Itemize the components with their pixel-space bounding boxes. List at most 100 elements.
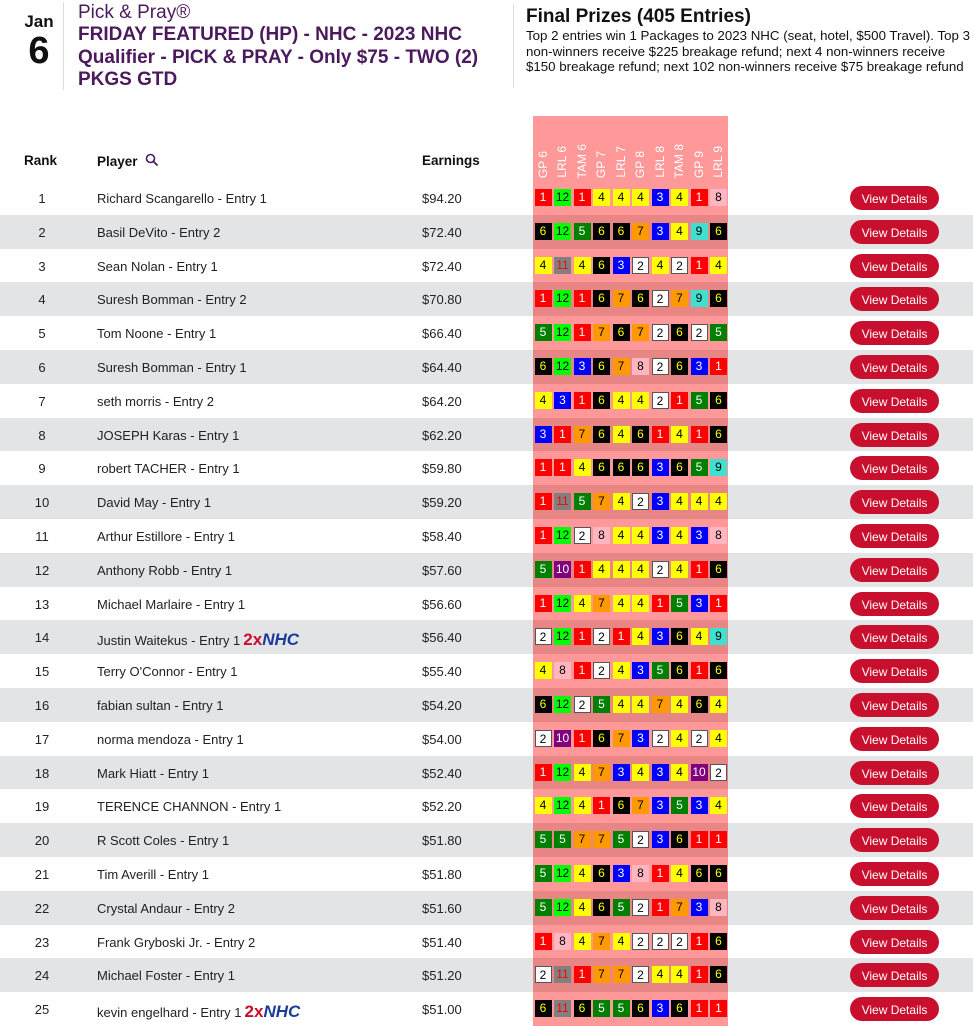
rank: 7 <box>38 393 46 409</box>
view-details-button[interactable]: View Details <box>850 963 939 988</box>
earnings-header: Earnings <box>422 153 480 168</box>
view-details-button[interactable]: View Details <box>850 862 939 886</box>
pick-gp-8: 4 <box>632 763 649 781</box>
picks-cell: 1 12 2 8 4 4 3 4 3 8 <box>533 519 728 553</box>
pick-lrl-8: 3 <box>651 222 669 240</box>
pick-gp-8: 7 <box>632 797 649 815</box>
view-details-button[interactable]: View Details <box>850 456 939 481</box>
pick-gp-6: 2 <box>534 966 552 984</box>
pick-gp-7: 7 <box>593 594 610 612</box>
earnings: $57.60 <box>422 562 462 578</box>
pick-lrl-9: 9 <box>710 459 727 477</box>
pick-gp-8: 2 <box>632 256 649 274</box>
nhc-badge-count: 2x <box>243 630 263 650</box>
pick-gp-6: 5 <box>534 560 552 578</box>
player-name: Michael Marlaire - Entry 1 <box>97 597 245 612</box>
pick-lrl-7: 7 <box>612 358 630 375</box>
pick-lrl-6: 11 <box>554 1000 571 1018</box>
view-details-button[interactable]: View Details <box>850 490 939 515</box>
search-icon[interactable] <box>145 153 159 167</box>
view-details-button[interactable]: View Details <box>850 828 939 853</box>
player-name: kevin engelhard - Entry 1 2xNHC <box>97 1002 300 1022</box>
pick-tam-8: 4 <box>671 222 688 240</box>
view-details-button[interactable]: View Details <box>850 625 939 650</box>
event-day: 6 <box>28 30 50 72</box>
pick-lrl-8: 2 <box>651 290 669 308</box>
pick-lrl-6: 8 <box>554 932 571 950</box>
player-name-text: norma mendoza - Entry 1 <box>97 731 244 747</box>
rank: 3 <box>38 258 46 274</box>
view-details-button[interactable]: View Details <box>850 388 939 413</box>
view-details-button[interactable]: View Details <box>850 557 939 582</box>
view-details-button[interactable]: View Details <box>850 253 939 278</box>
pick-lrl-6: 3 <box>554 391 571 409</box>
pick-lrl-6: 11 <box>554 493 571 511</box>
picks-cell: 5 12 4 6 3 8 1 4 6 6 <box>533 857 728 891</box>
pick-lrl-7: 4 <box>612 189 630 206</box>
view-details-button[interactable]: View Details <box>850 659 939 684</box>
pick-tam-6: 1 <box>573 662 591 680</box>
view-details-button[interactable]: View Details <box>850 355 939 379</box>
view-details-button[interactable]: View Details <box>850 287 939 312</box>
pick-tam-8: 2 <box>671 932 688 950</box>
pick-gp-9: 6 <box>690 696 708 713</box>
rank: 12 <box>34 562 50 578</box>
pick-lrl-9: 6 <box>710 662 727 680</box>
pick-lrl-7: 4 <box>612 425 630 443</box>
player-name-text: Michael Marlaire - Entry 1 <box>97 596 246 612</box>
pick-gp-6: 6 <box>534 358 552 375</box>
player-name: Suresh Bomman - Entry 2 <box>97 292 247 307</box>
pick-gp-9: 1 <box>690 1000 708 1018</box>
player-name-text: TERENCE CHANNON - Entry 1 <box>97 799 282 815</box>
pick-gp-9: 1 <box>690 189 708 206</box>
pick-lrl-8: 3 <box>651 459 669 477</box>
nhc-badge-label: NHC <box>262 630 300 650</box>
view-details-button[interactable]: View Details <box>850 794 939 819</box>
prizes-heading: Final Prizes (405 Entries) <box>526 6 751 27</box>
pick-gp-9: 10 <box>690 763 708 781</box>
pick-tam-8: 4 <box>671 560 688 578</box>
player-name: Michael Foster - Entry 1 <box>97 968 235 983</box>
earnings: $55.40 <box>422 664 462 680</box>
view-details-button[interactable]: View Details <box>850 760 939 785</box>
pick-tam-8: 4 <box>671 696 688 713</box>
table-row: 19 TERENCE CHANNON - Entry 1 $52.20 4 12 4… <box>0 789 973 824</box>
view-details-button[interactable]: View Details <box>850 929 939 954</box>
pick-gp-8: 2 <box>632 932 649 950</box>
view-details-button[interactable]: View Details <box>850 186 939 210</box>
pick-gp-8: 3 <box>632 729 649 747</box>
table-row: 4 Suresh Bomman - Entry 2 $70.80 1 12 1 6 7 6… <box>0 282 973 317</box>
pick-tam-8: 5 <box>671 594 688 612</box>
pick-gp-6: 2 <box>534 729 552 747</box>
prizes-text: Top 2 entries win 1 Packages to 2023 NHC… <box>526 28 970 74</box>
view-details-button[interactable]: View Details <box>850 422 939 447</box>
earnings: $64.20 <box>422 393 462 409</box>
picks-cell: 6 12 3 6 7 8 2 6 3 1 <box>533 350 728 384</box>
table-row: 2 Basil DeVito - Entry 2 $72.40 6 12 5 6 6 7 3… <box>0 214 973 249</box>
pick-gp-7: 6 <box>593 729 610 747</box>
player-name-text: Michael Foster - Entry 1 <box>97 968 235 984</box>
player-name-text: David May - Entry 1 <box>97 495 212 511</box>
view-details-button[interactable]: View Details <box>850 895 939 920</box>
view-details-button[interactable]: View Details <box>850 591 939 616</box>
pick-gp-6: 6 <box>534 696 552 713</box>
view-details-button[interactable]: View Details <box>850 997 939 1022</box>
view-details-button[interactable]: View Details <box>850 321 939 346</box>
pick-gp-9: 1 <box>690 560 708 578</box>
rank: 25 <box>34 1002 50 1018</box>
pick-lrl-8: 4 <box>651 256 669 274</box>
pick-lrl-8: 3 <box>651 763 669 781</box>
view-details-button[interactable]: View Details <box>850 524 939 548</box>
pick-tam-6: 4 <box>573 865 591 882</box>
pick-lrl-6: 1 <box>554 425 571 443</box>
view-details-button[interactable]: View Details <box>850 693 939 717</box>
view-details-button[interactable]: View Details <box>850 726 939 751</box>
rank: 16 <box>34 698 50 713</box>
player-name: Tom Noone - Entry 1 <box>97 326 216 341</box>
view-details-button[interactable]: View Details <box>850 219 939 244</box>
pick-gp-6: 5 <box>534 831 552 849</box>
